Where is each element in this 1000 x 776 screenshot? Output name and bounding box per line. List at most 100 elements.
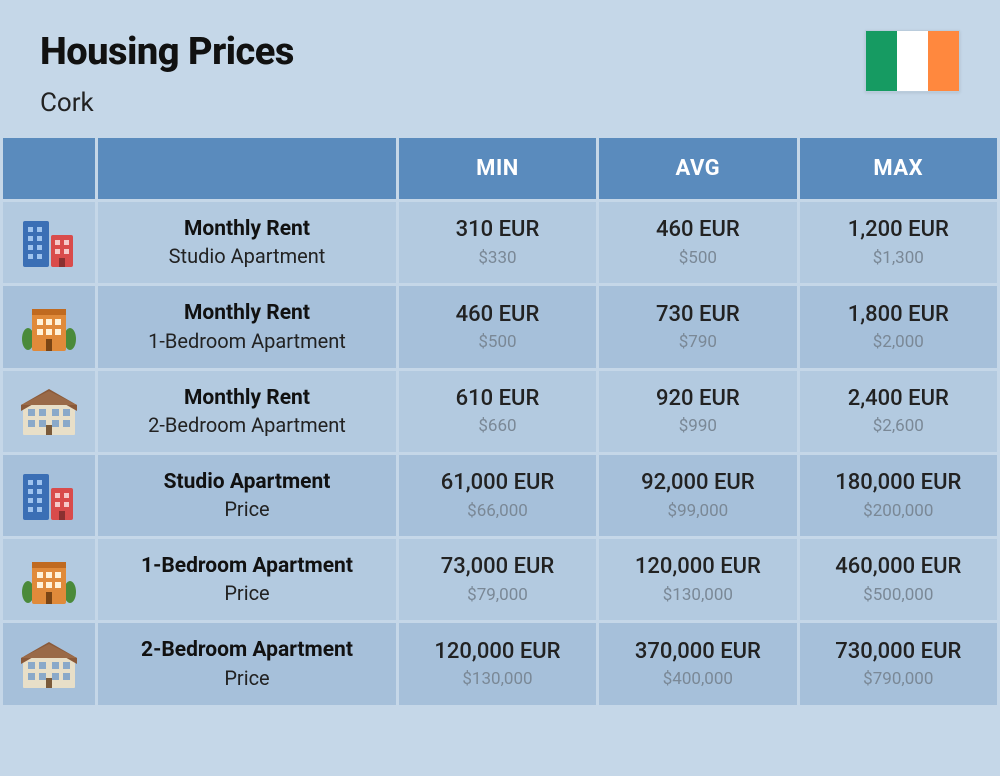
apartment-orange-icon	[2, 285, 97, 369]
value-usd: $660	[409, 415, 586, 437]
cell-min: 460 EUR$500	[397, 285, 597, 369]
value-usd: $2,000	[810, 331, 987, 353]
value-usd: $790,000	[810, 668, 987, 690]
value-eur: 730 EUR	[609, 301, 786, 330]
cell-avg: 730 EUR$790	[598, 285, 798, 369]
col-header-max: MAX	[798, 138, 998, 201]
cell-max: 180,000 EUR$200,000	[798, 453, 998, 537]
value-usd: $99,000	[609, 500, 786, 522]
flag-stripe-orange	[928, 31, 959, 91]
flag-stripe-white	[897, 31, 928, 91]
table-row: 1-Bedroom ApartmentPrice73,000 EUR$79,00…	[2, 538, 999, 622]
table-row: Monthly RentStudio Apartment310 EUR$3304…	[2, 201, 999, 285]
col-header-empty1	[2, 138, 97, 201]
page: Housing Prices Cork MIN AVG MAX Monthly …	[0, 0, 1000, 776]
row-label: Monthly Rent1-Bedroom Apartment	[97, 285, 398, 369]
row-subtitle: Price	[108, 496, 386, 522]
value-eur: 610 EUR	[409, 385, 586, 414]
cell-avg: 920 EUR$990	[598, 369, 798, 453]
col-header-min: MIN	[397, 138, 597, 201]
row-label: 1-Bedroom ApartmentPrice	[97, 538, 398, 622]
value-usd: $130,000	[609, 584, 786, 606]
value-usd: $500	[609, 247, 786, 269]
header: Housing Prices Cork	[0, 0, 1000, 138]
row-title: Studio Apartment	[108, 469, 386, 496]
row-subtitle: Studio Apartment	[108, 243, 386, 269]
value-eur: 1,800 EUR	[810, 301, 987, 330]
cell-max: 460,000 EUR$500,000	[798, 538, 998, 622]
row-label: Monthly Rent2-Bedroom Apartment	[97, 369, 398, 453]
value-usd: $79,000	[409, 584, 586, 606]
house-large-icon	[2, 622, 97, 706]
value-eur: 460 EUR	[409, 301, 586, 330]
cell-min: 120,000 EUR$130,000	[397, 622, 597, 706]
value-eur: 180,000 EUR	[810, 469, 987, 498]
table-body: Monthly RentStudio Apartment310 EUR$3304…	[2, 201, 999, 707]
col-header-avg: AVG	[598, 138, 798, 201]
value-usd: $130,000	[409, 668, 586, 690]
value-eur: 61,000 EUR	[409, 469, 586, 498]
row-subtitle: 2-Bedroom Apartment	[108, 412, 386, 438]
row-title: Monthly Rent	[108, 385, 386, 412]
value-usd: $330	[409, 247, 586, 269]
value-usd: $990	[609, 415, 786, 437]
table-row: Studio ApartmentPrice61,000 EUR$66,00092…	[2, 453, 999, 537]
value-usd: $1,300	[810, 247, 987, 269]
flag-stripe-green	[866, 31, 897, 91]
value-eur: 120,000 EUR	[409, 638, 586, 667]
value-eur: 730,000 EUR	[810, 638, 987, 667]
row-title: Monthly Rent	[108, 216, 386, 243]
cell-min: 310 EUR$330	[397, 201, 597, 285]
table-row: Monthly Rent1-Bedroom Apartment460 EUR$5…	[2, 285, 999, 369]
value-eur: 460 EUR	[609, 216, 786, 245]
row-title: 2-Bedroom Apartment	[108, 637, 386, 664]
value-usd: $66,000	[409, 500, 586, 522]
cell-avg: 120,000 EUR$130,000	[598, 538, 798, 622]
cell-max: 2,400 EUR$2,600	[798, 369, 998, 453]
buildings-color-icon	[2, 201, 97, 285]
row-subtitle: Price	[108, 580, 386, 606]
cell-min: 73,000 EUR$79,000	[397, 538, 597, 622]
value-eur: 460,000 EUR	[810, 553, 987, 582]
house-large-icon	[2, 369, 97, 453]
value-eur: 92,000 EUR	[609, 469, 786, 498]
value-eur: 1,200 EUR	[810, 216, 987, 245]
cell-avg: 370,000 EUR$400,000	[598, 622, 798, 706]
value-usd: $200,000	[810, 500, 987, 522]
cell-min: 61,000 EUR$66,000	[397, 453, 597, 537]
table-header: MIN AVG MAX	[2, 138, 999, 201]
value-usd: $500,000	[810, 584, 987, 606]
row-title: 1-Bedroom Apartment	[108, 553, 386, 580]
table-row: Monthly Rent2-Bedroom Apartment610 EUR$6…	[2, 369, 999, 453]
value-eur: 120,000 EUR	[609, 553, 786, 582]
page-title: Housing Prices	[40, 30, 294, 74]
value-usd: $400,000	[609, 668, 786, 690]
row-label: Studio ApartmentPrice	[97, 453, 398, 537]
row-label: Monthly RentStudio Apartment	[97, 201, 398, 285]
buildings-color-icon	[2, 453, 97, 537]
row-title: Monthly Rent	[108, 300, 386, 327]
cell-avg: 92,000 EUR$99,000	[598, 453, 798, 537]
cell-max: 1,800 EUR$2,000	[798, 285, 998, 369]
col-header-empty2	[97, 138, 398, 201]
row-label: 2-Bedroom ApartmentPrice	[97, 622, 398, 706]
row-subtitle: 1-Bedroom Apartment	[108, 328, 386, 354]
table-row: 2-Bedroom ApartmentPrice120,000 EUR$130,…	[2, 622, 999, 706]
value-usd: $500	[409, 331, 586, 353]
apartment-orange-icon	[2, 538, 97, 622]
cell-max: 1,200 EUR$1,300	[798, 201, 998, 285]
value-usd: $790	[609, 331, 786, 353]
value-usd: $2,600	[810, 415, 987, 437]
value-eur: 920 EUR	[609, 385, 786, 414]
value-eur: 310 EUR	[409, 216, 586, 245]
cell-avg: 460 EUR$500	[598, 201, 798, 285]
cell-min: 610 EUR$660	[397, 369, 597, 453]
value-eur: 370,000 EUR	[609, 638, 786, 667]
cell-max: 730,000 EUR$790,000	[798, 622, 998, 706]
city-name: Cork	[40, 88, 294, 118]
value-eur: 73,000 EUR	[409, 553, 586, 582]
row-subtitle: Price	[108, 665, 386, 691]
ireland-flag-icon	[865, 30, 960, 92]
value-eur: 2,400 EUR	[810, 385, 987, 414]
title-block: Housing Prices Cork	[40, 30, 294, 118]
